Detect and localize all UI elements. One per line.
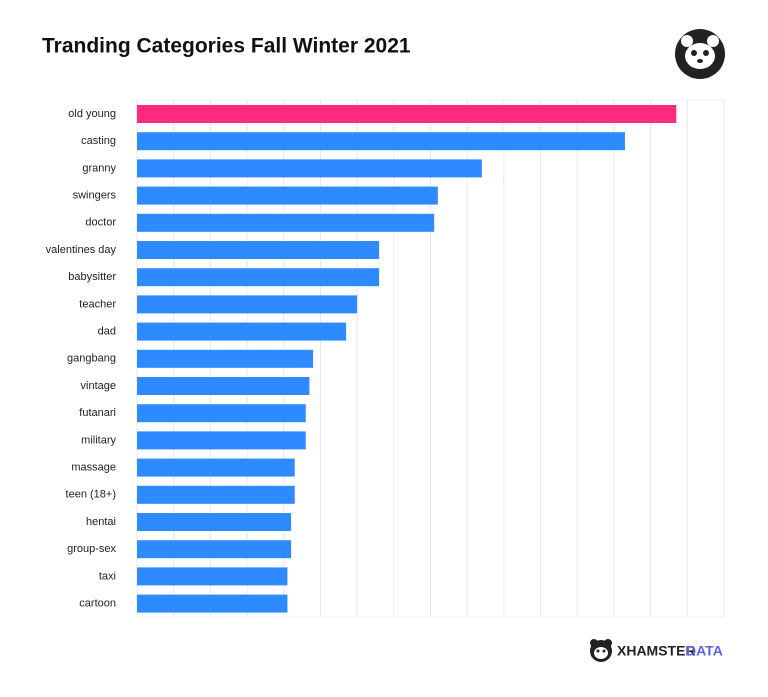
logo-icon [675,29,725,79]
bar [137,268,380,287]
y-tick-label: futanari [79,407,116,419]
bar [137,567,288,586]
bar [137,377,310,395]
plot: old young casting granny swingers doctor vale… [46,100,725,617]
y-tick-label: valentines day [46,244,117,256]
bar [137,594,288,613]
bar [137,458,295,477]
bar [137,213,435,232]
y-tick-label: vintage [81,380,116,392]
y-tick-label: teen (18+) [66,489,116,501]
y-tick-label: military [81,434,116,446]
brand: XHAMSTER [617,643,696,659]
y-tick-label: taxi [99,570,116,582]
chart-title: Tranding Categories Fall Winter 2021 [42,35,411,58]
y-tick-label: doctor [85,217,116,229]
bar [137,431,306,450]
y-tick-label: dad [98,326,116,338]
y-tick-label: swingers [73,190,117,202]
y-tick-label: old young [68,108,116,120]
y-tick-label: gangbang [67,353,116,365]
y-tick-label: granny [82,162,116,174]
y-tick-label: hentai [86,516,116,528]
y-tick-label: babysitter [68,271,116,283]
y-tick-label: teacher [79,298,116,310]
bar [137,485,295,504]
bar [137,295,358,314]
bar [137,540,292,559]
y-tick-label: cartoon [79,598,116,610]
bar [137,349,314,368]
y-tick-label: massage [71,462,116,474]
footer-logo: XHAMSTER DATA [590,639,723,662]
bar [137,513,292,531]
bar [137,322,347,341]
y-tick-label: casting [81,135,116,147]
bar [137,241,380,259]
bar [137,105,677,123]
bar [137,404,306,423]
brand-suffix: DATA [686,643,723,659]
bar [137,132,625,151]
bar [137,186,438,205]
y-tick-label: group-sex [67,543,116,555]
bar [137,159,482,178]
